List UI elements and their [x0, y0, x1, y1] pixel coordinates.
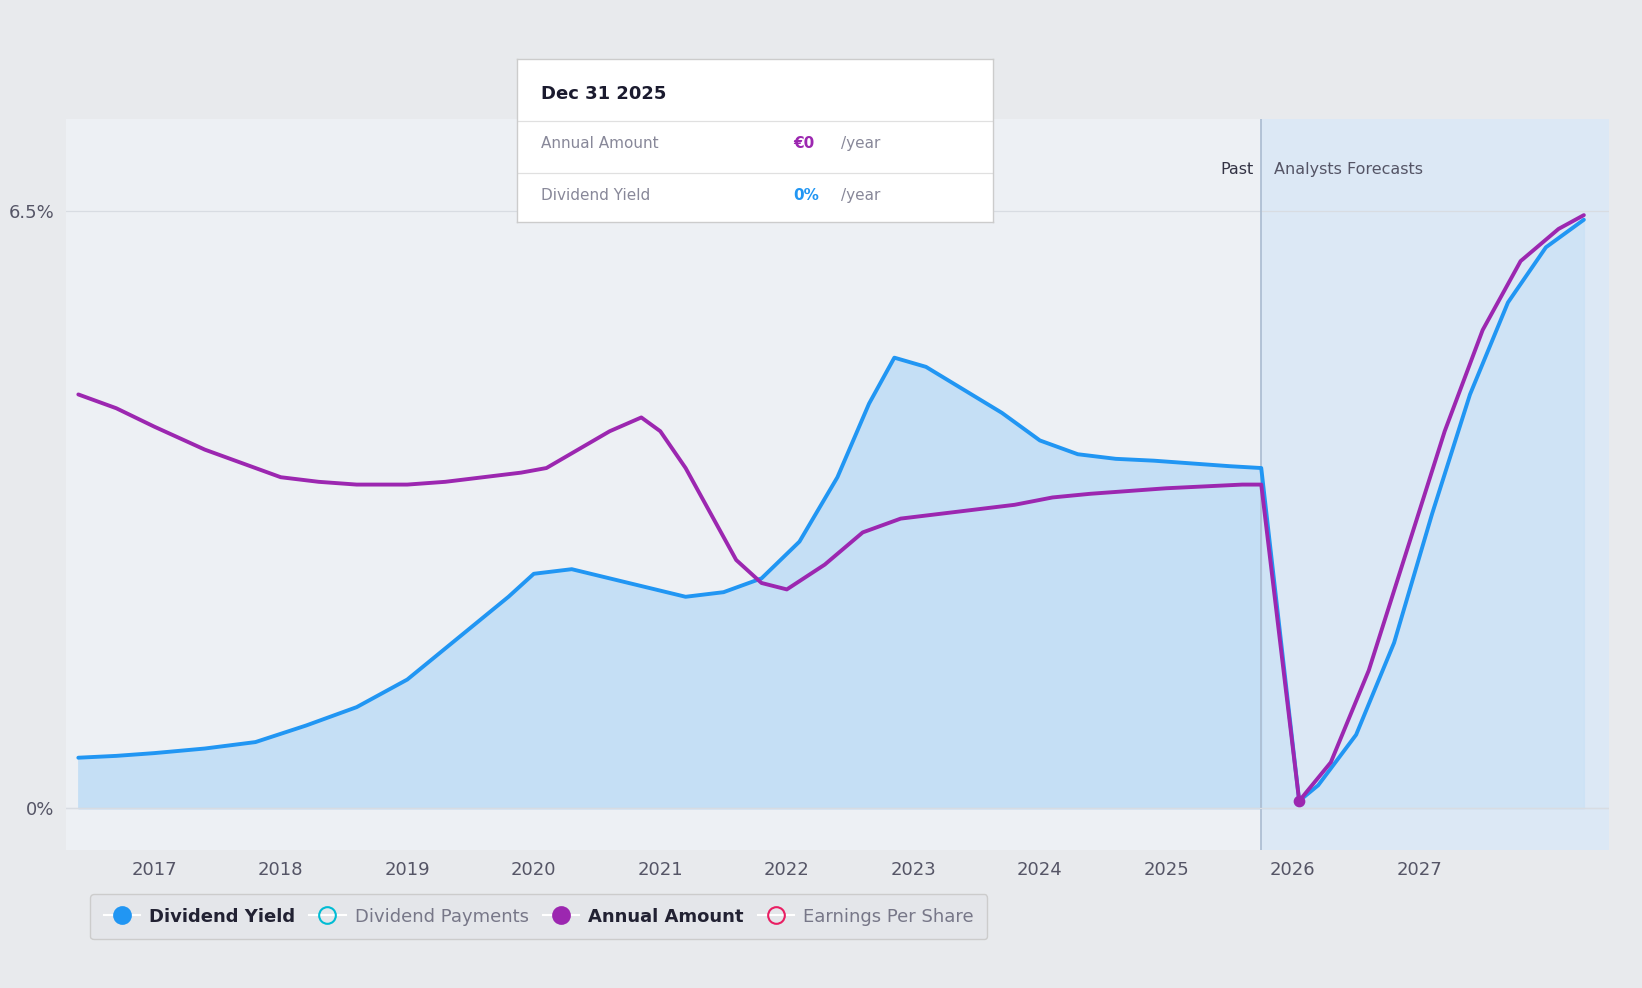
Text: Past: Past — [1220, 162, 1253, 177]
Text: Dividend Yield: Dividend Yield — [542, 188, 650, 204]
Bar — [1261, 119, 1609, 850]
Legend: Dividend Yield, Dividend Payments, Annual Amount, Earnings Per Share: Dividend Yield, Dividend Payments, Annua… — [90, 894, 987, 940]
Text: /year: /year — [841, 188, 880, 204]
Text: Analysts Forecasts: Analysts Forecasts — [1274, 162, 1424, 177]
Text: Annual Amount: Annual Amount — [542, 136, 658, 151]
Point — [1286, 793, 1312, 809]
Text: Dec 31 2025: Dec 31 2025 — [542, 85, 667, 104]
Text: /year: /year — [841, 136, 880, 151]
Text: €0: €0 — [793, 136, 814, 151]
Text: 0%: 0% — [793, 188, 819, 204]
